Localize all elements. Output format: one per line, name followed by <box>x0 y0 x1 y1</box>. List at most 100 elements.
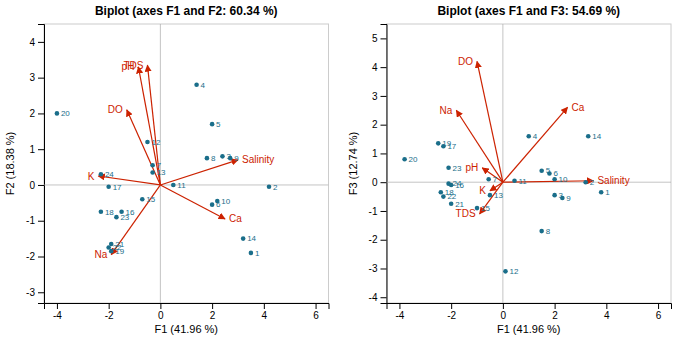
sample-point <box>241 236 246 241</box>
zero-line-horizontal <box>44 184 329 185</box>
arrow-label: Na <box>94 249 107 260</box>
point-label: 4 <box>201 81 206 90</box>
y-tick: 1 <box>29 144 44 155</box>
sample-point <box>99 209 104 214</box>
x-tick: 0 <box>501 303 507 321</box>
sample-point <box>539 168 544 173</box>
y-tick-label: 2 <box>372 119 378 130</box>
sample-point <box>249 251 254 256</box>
y-tick: -4 <box>369 292 387 303</box>
y-tick-label: 3 <box>29 72 35 83</box>
y-tick: -2 <box>26 251 44 262</box>
arrow-label: pH <box>465 162 478 173</box>
x-tick-label: 4 <box>604 310 610 321</box>
x-tick-mark <box>555 303 556 309</box>
point-label: 2 <box>273 183 278 192</box>
arrow-label: K <box>88 171 95 182</box>
plot-frame <box>44 24 329 303</box>
panel: -4-20246-4-3-2-1012345SalinityCaDONapHTD… <box>347 4 672 335</box>
point-label: 7 <box>493 175 498 184</box>
y-tick-label: 0 <box>29 180 35 191</box>
x-tick: 4 <box>604 303 610 321</box>
arrow-label: K <box>479 185 486 196</box>
point-label: 20 <box>61 109 70 118</box>
figure: -4-20246-3-2-101234SalinityCaDONapHTDSK1… <box>0 0 685 339</box>
sample-point <box>488 193 493 198</box>
point-label: 18 <box>105 208 114 217</box>
point-label: 9 <box>566 194 571 203</box>
point-label: 17 <box>113 183 122 192</box>
sample-point <box>210 122 215 127</box>
y-tick-label: 1 <box>29 144 35 155</box>
y-tick: 3 <box>29 72 44 83</box>
point-label: 14 <box>247 234 256 243</box>
x-tick-mark <box>503 303 504 309</box>
y-tick-mark <box>38 42 44 43</box>
point-label: 2 <box>590 178 595 187</box>
y-tick: 2 <box>372 119 387 130</box>
y-tick: -1 <box>369 206 387 217</box>
point-label: 12 <box>151 138 160 147</box>
sample-point <box>552 193 557 198</box>
x-tick-mark <box>264 303 265 309</box>
arrow-label: Na <box>440 105 453 116</box>
point-label: 11 <box>177 181 186 190</box>
y-tick-mark <box>381 268 387 269</box>
x-tick-label: 6 <box>656 310 662 321</box>
point-label: 4 <box>533 132 538 141</box>
y-tick: 4 <box>29 37 44 48</box>
y-tick-mark <box>381 38 387 39</box>
sample-point <box>439 190 444 195</box>
y-axis: -4-3-2-1012345 <box>369 25 387 304</box>
y-tick: -3 <box>369 263 387 274</box>
y-tick-label: -4 <box>369 292 378 303</box>
point-label: 5 <box>216 120 221 129</box>
sample-point <box>205 156 210 161</box>
arrow-label: Salinity <box>597 175 629 186</box>
sample-point <box>402 157 407 162</box>
y-tick-mark <box>381 211 387 212</box>
x-tick-mark <box>109 303 110 309</box>
x-tick-label: 0 <box>501 310 507 321</box>
y-tick-mark <box>38 113 44 114</box>
arrow-label: Ca <box>572 102 585 113</box>
point-label: 1 <box>255 249 260 258</box>
chart-title: Biplot (axes F1 and F2: 60.34 %) <box>95 4 278 18</box>
variable-arrow <box>477 61 503 182</box>
arrow-label: DO <box>458 56 473 67</box>
y-tick-mark <box>38 78 44 79</box>
variable-arrow <box>111 185 160 255</box>
x-tick: 6 <box>656 303 662 321</box>
sample-point <box>150 170 155 175</box>
sample-point <box>194 83 199 88</box>
variable-arrow <box>503 107 568 182</box>
x-tick-label: 0 <box>158 310 164 321</box>
sample-point <box>436 141 441 146</box>
y-tick-label: -1 <box>369 206 378 217</box>
plot-area <box>44 24 329 303</box>
x-tick-mark <box>160 303 161 309</box>
x-tick: 4 <box>262 303 268 321</box>
point-label: 10 <box>559 175 568 184</box>
y-tick: 2 <box>29 108 44 119</box>
y-tick-mark <box>381 125 387 126</box>
x-tick-mark <box>57 303 58 309</box>
point-label: 9 <box>234 154 239 163</box>
y-tick-label: 3 <box>372 91 378 102</box>
y-axis: -3-2-101234 <box>26 25 44 304</box>
y-tick-mark <box>381 240 387 241</box>
sample-point <box>99 172 104 177</box>
sample-point <box>512 178 517 183</box>
y-tick: 3 <box>372 91 387 102</box>
arrow-label: TDS <box>456 208 476 219</box>
y-tick: 5 <box>372 33 387 44</box>
y-tick: 0 <box>29 180 44 191</box>
point-label: 15 <box>146 195 155 204</box>
arrow-label: Salinity <box>242 154 274 165</box>
x-axis: -4-20246 <box>387 303 672 321</box>
y-axis-title: F2 (18.38 %) <box>4 132 16 196</box>
x-tick: -2 <box>105 303 114 321</box>
y-tick: -1 <box>26 215 44 226</box>
point-label: 20 <box>409 155 418 164</box>
y-tick-label: -2 <box>26 251 35 262</box>
